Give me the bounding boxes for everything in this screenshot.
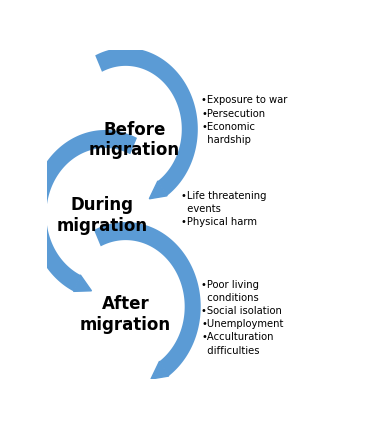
Polygon shape (149, 181, 167, 199)
Polygon shape (30, 131, 137, 292)
Text: Before
migration: Before migration (89, 120, 180, 159)
Text: During
migration: During migration (57, 196, 148, 234)
Text: •Exposure to war
•Persecution
•Economic
  hardship: •Exposure to war •Persecution •Economic … (202, 95, 288, 145)
Polygon shape (95, 49, 198, 196)
Text: •Life threatening
  events
•Physical harm: •Life threatening events •Physical harm (181, 190, 267, 227)
Text: •Poor living
  conditions
•Social isolation
•Unemployment
•Acculturation
  diffi: •Poor living conditions •Social isolatio… (202, 279, 284, 355)
Polygon shape (74, 275, 91, 292)
Polygon shape (151, 361, 169, 379)
Text: After
migration: After migration (80, 294, 171, 333)
Polygon shape (94, 222, 201, 376)
